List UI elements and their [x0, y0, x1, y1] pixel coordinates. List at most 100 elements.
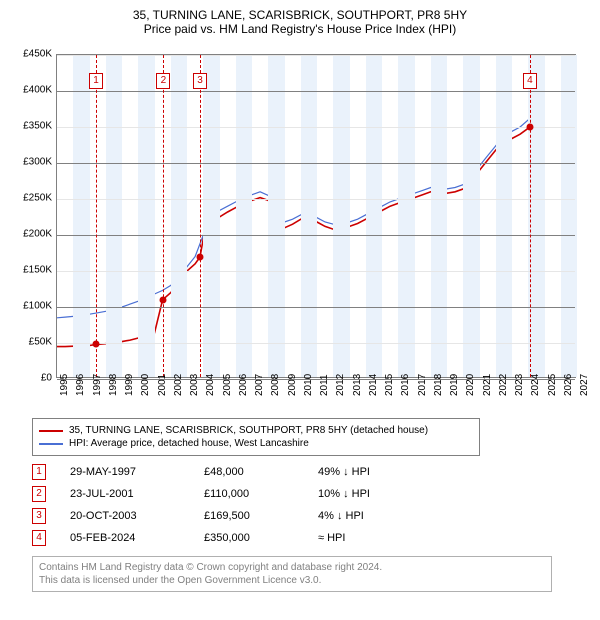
x-tick-label: 2010 — [303, 374, 314, 396]
year-band — [268, 55, 284, 377]
sale-marker-line — [200, 55, 201, 377]
sale-row-price: £110,000 — [204, 488, 294, 500]
x-tick-label: 2026 — [563, 374, 574, 396]
x-tick-label: 2025 — [547, 374, 558, 396]
x-tick-label: 2006 — [238, 374, 249, 396]
legend-swatch — [39, 430, 63, 432]
sale-row: 1 29-MAY-1997 £48,000 49% ↓ HPI — [32, 464, 592, 480]
gridline — [57, 55, 575, 56]
x-tick-label: 2009 — [287, 374, 298, 396]
x-tick-label: 2001 — [157, 374, 168, 396]
x-tick-label: 2019 — [449, 374, 460, 396]
year-band — [463, 55, 479, 377]
sale-row-marker: 3 — [32, 508, 46, 524]
x-tick-label: 1996 — [75, 374, 86, 396]
sale-row: 2 23-JUL-2001 £110,000 10% ↓ HPI — [32, 486, 592, 502]
sale-marker-dot — [93, 341, 100, 348]
gridline — [57, 271, 575, 272]
year-band — [496, 55, 512, 377]
sale-row: 3 20-OCT-2003 £169,500 4% ↓ HPI — [32, 508, 592, 524]
y-tick-label: £0 — [41, 373, 52, 384]
year-band — [301, 55, 317, 377]
sale-marker-line — [530, 55, 531, 377]
gridline — [57, 163, 575, 164]
x-tick-label: 2023 — [514, 374, 525, 396]
year-band — [73, 55, 89, 377]
sale-row: 405-FEB-2024£350,000≈ HPI — [32, 530, 592, 546]
sale-row-diff: 10% ↓ HPI — [318, 488, 408, 500]
year-band — [203, 55, 219, 377]
plot-area: 1234 — [56, 54, 576, 378]
x-tick-label: 2002 — [173, 374, 184, 396]
y-tick-label: £400K — [23, 85, 52, 96]
licence-footer: Contains HM Land Registry data © Crown c… — [32, 556, 552, 592]
x-tick-label: 2022 — [498, 374, 509, 396]
sale-row-diff: 49% ↓ HPI — [318, 466, 408, 478]
x-tick-label: 1999 — [124, 374, 135, 396]
year-band — [138, 55, 154, 377]
year-band — [431, 55, 447, 377]
x-tick-label: 1995 — [59, 374, 70, 396]
x-tick-label: 2024 — [530, 374, 541, 396]
year-band — [236, 55, 252, 377]
y-tick-label: £250K — [23, 193, 52, 204]
sale-marker-box: 4 — [523, 73, 537, 89]
gridline — [57, 199, 575, 200]
y-tick-label: £150K — [23, 265, 52, 276]
year-band — [398, 55, 414, 377]
x-tick-label: 2013 — [352, 374, 363, 396]
x-tick-label: 2018 — [433, 374, 444, 396]
x-tick-label: 2008 — [270, 374, 281, 396]
chart: 1234 £0£50K£100K£150K£200K£250K£300K£350… — [8, 48, 592, 408]
x-tick-label: 2015 — [384, 374, 395, 396]
x-tick-label: 2027 — [579, 374, 590, 396]
y-tick-label: £300K — [23, 157, 52, 168]
sale-marker-box: 2 — [156, 73, 170, 89]
x-tick-label: 2011 — [319, 374, 330, 396]
footer-line-2: This data is licensed under the Open Gov… — [39, 574, 545, 587]
legend-swatch — [39, 443, 63, 445]
x-tick-label: 1997 — [92, 374, 103, 396]
year-band — [333, 55, 349, 377]
sale-row-date: 23-JUL-2001 — [70, 488, 180, 500]
sale-row-price: £350,000 — [204, 532, 294, 544]
sale-row-diff: 4% ↓ HPI — [318, 510, 408, 522]
sale-row-date: 29-MAY-1997 — [70, 466, 180, 478]
sale-row-marker: 1 — [32, 464, 46, 480]
gridline — [57, 91, 575, 92]
year-band — [171, 55, 187, 377]
sale-marker-dot — [526, 124, 533, 131]
year-band — [561, 55, 577, 377]
y-tick-label: £350K — [23, 121, 52, 132]
legend-item-hpi: HPI: Average price, detached house, West… — [39, 438, 473, 449]
gridline — [57, 343, 575, 344]
year-band — [106, 55, 122, 377]
legend-label: 35, TURNING LANE, SCARISBRICK, SOUTHPORT… — [69, 425, 428, 436]
legend-item-property: 35, TURNING LANE, SCARISBRICK, SOUTHPORT… — [39, 425, 473, 436]
x-tick-label: 2012 — [335, 374, 346, 396]
gridline — [57, 235, 575, 236]
y-tick-label: £100K — [23, 301, 52, 312]
x-tick-label: 2017 — [417, 374, 428, 396]
sale-row-marker: 2 — [32, 486, 46, 502]
x-tick-label: 2016 — [400, 374, 411, 396]
x-tick-label: 2007 — [254, 374, 265, 396]
x-tick-label: 2021 — [482, 374, 493, 396]
year-band — [366, 55, 382, 377]
sale-marker-dot — [160, 296, 167, 303]
gridline — [57, 127, 575, 128]
sale-marker-box: 3 — [193, 73, 207, 89]
sale-row-date: 05-FEB-2024 — [70, 532, 180, 544]
title-line-1: 35, TURNING LANE, SCARISBRICK, SOUTHPORT… — [8, 8, 592, 22]
sale-row-date: 20-OCT-2003 — [70, 510, 180, 522]
gridline — [57, 307, 575, 308]
sale-row-price: £169,500 — [204, 510, 294, 522]
x-tick-label: 2014 — [368, 374, 379, 396]
sale-row-price: £48,000 — [204, 466, 294, 478]
y-tick-label: £450K — [23, 49, 52, 60]
sale-marker-line — [163, 55, 164, 377]
title-line-2: Price paid vs. HM Land Registry's House … — [8, 22, 592, 36]
footer-line-1: Contains HM Land Registry data © Crown c… — [39, 561, 545, 574]
y-tick-label: £200K — [23, 229, 52, 240]
legend-label: HPI: Average price, detached house, West… — [69, 438, 309, 449]
